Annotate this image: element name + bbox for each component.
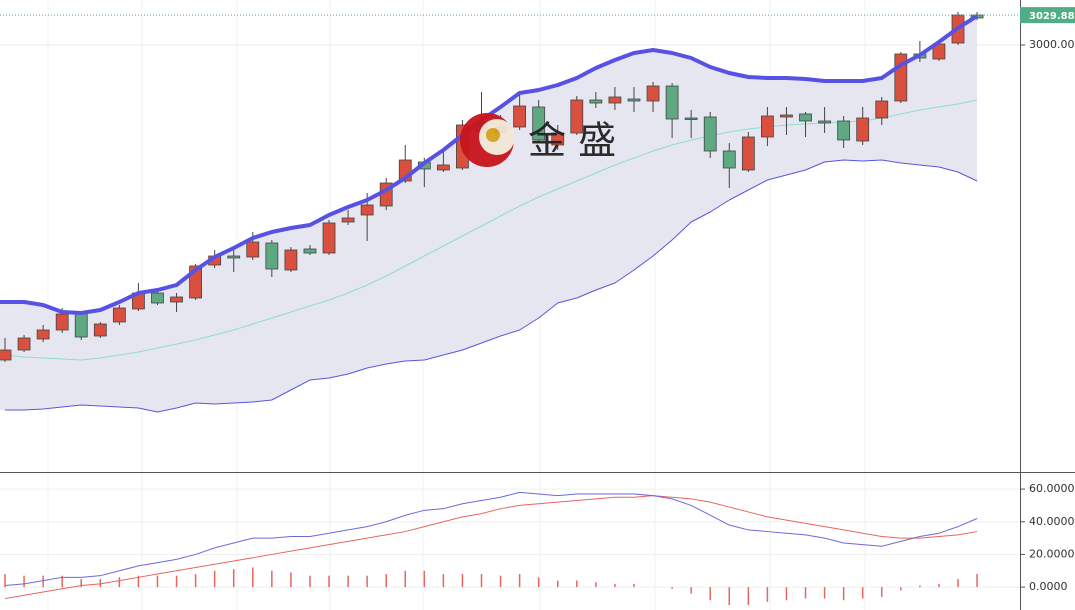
candle-body [360, 204, 374, 216]
candle-body [761, 115, 774, 138]
candle-body [722, 150, 736, 169]
y-tick-label: 3000.0000 [1029, 38, 1075, 51]
candle-body [799, 113, 812, 122]
dea-line [4, 495, 978, 600]
candle-body [93, 323, 107, 337]
candle-body [36, 329, 50, 340]
candle-body [303, 248, 317, 254]
lower-band [5, 159, 978, 413]
candle-body [684, 117, 698, 120]
candle-body [665, 85, 679, 120]
candle-body [818, 120, 831, 124]
watermark-text: 金 盛 [528, 119, 616, 163]
candle-body [741, 136, 755, 171]
candle-body [608, 96, 622, 104]
candle-body [170, 296, 183, 303]
candle-body [17, 337, 31, 351]
candle-body [74, 313, 88, 338]
candle-body [780, 114, 793, 118]
watermark-logo-dot [486, 128, 500, 142]
candle-body [227, 255, 241, 259]
candle-body [284, 249, 298, 271]
candle-body [570, 99, 584, 134]
last-price-label: 3029.88 [1029, 11, 1075, 22]
candle-body [341, 217, 355, 223]
candle-body [436, 164, 450, 171]
candle-body [856, 117, 870, 142]
candle-body [837, 120, 851, 141]
candle-body [0, 349, 12, 361]
candle-body [246, 241, 260, 258]
y-tick-label: 0.0000 [1029, 580, 1068, 593]
candle-body [513, 105, 527, 128]
candle-body [322, 222, 336, 254]
candle-body [151, 292, 164, 304]
candle-body [532, 106, 546, 141]
y-tick-label: 60.0000 [1029, 482, 1075, 495]
candle-body [703, 116, 717, 152]
candle-body [646, 85, 660, 102]
middle-band [4, 99, 978, 361]
dif-line [4, 491, 978, 586]
candle-body [112, 307, 126, 323]
last-price-box [1020, 7, 1075, 24]
candle-body [589, 99, 603, 104]
candle-body [875, 100, 889, 119]
y-tick-label: 40.0000 [1029, 515, 1075, 528]
y-tick-label: 20.0000 [1029, 547, 1075, 560]
band-fill [0, 16, 978, 412]
watermark: 金 盛 [460, 113, 616, 167]
candle-body [551, 132, 565, 146]
candle-body [627, 98, 641, 102]
candle-body [265, 242, 279, 270]
candle-body [55, 313, 69, 331]
